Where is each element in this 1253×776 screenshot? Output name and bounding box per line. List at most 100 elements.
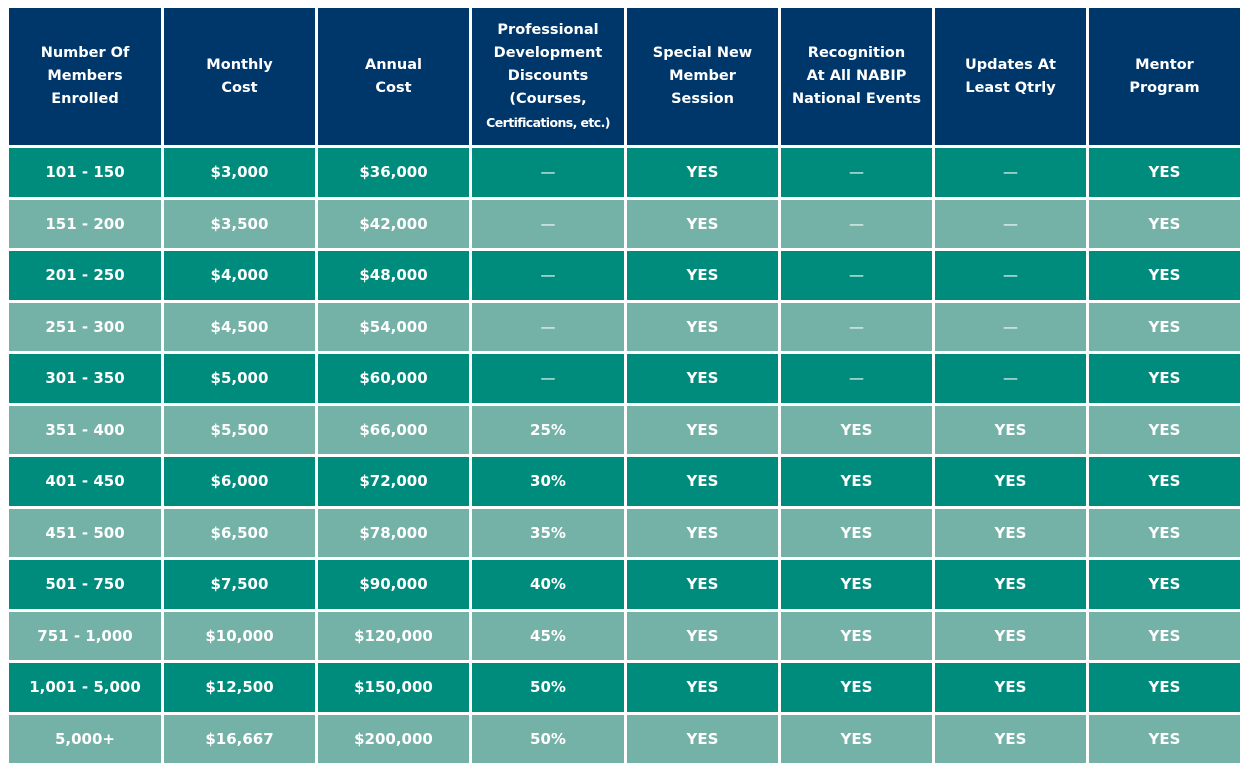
cell-professional-development: 50%: [472, 663, 624, 712]
cell-annual-cost: $42,000: [318, 199, 469, 248]
header-members-enrolled: Number Of Members Enrolled: [9, 8, 161, 145]
header-label: Recognition At All NABIP National Events: [792, 45, 921, 107]
cell-special-new-member-session: YES: [627, 199, 778, 248]
cell-updates: YES: [935, 663, 1086, 712]
cell-recognition: —: [781, 302, 932, 351]
table-row: 301 - 350 $5,000 $60,000— YES — — YES: [9, 354, 1240, 403]
cell-recognition: YES: [781, 663, 932, 712]
cell-professional-development: —: [472, 302, 624, 351]
header-label: Special New Member Session: [652, 45, 753, 107]
cell-annual-cost: $72,000: [318, 457, 469, 506]
cell-updates: YES: [935, 611, 1086, 660]
cell-special-new-member-session: YES: [627, 714, 778, 763]
cell-monthly-cost: $5,000: [164, 354, 315, 403]
cell-annual-cost: $200,000: [318, 714, 469, 763]
cell-monthly-cost: $4,000: [164, 251, 315, 300]
header-mentor-program: Mentor Program: [1089, 8, 1240, 145]
cell-special-new-member-session: YES: [627, 560, 778, 609]
cell-professional-development: 45%: [472, 611, 624, 660]
cell-monthly-cost: $4,500: [164, 302, 315, 351]
table-row: 5,000+ $16,667 $200,000 50% YES YES YES YES: [9, 714, 1240, 763]
cell-special-new-member-session: YES: [627, 457, 778, 506]
cell-mentor-program: YES: [1089, 199, 1240, 248]
table-row: 401 - 450 $6,000 $72,000 30% YES YES YES YES: [9, 457, 1240, 506]
cell-annual-cost: $150,000: [318, 663, 469, 712]
cell-recognition: —: [781, 251, 932, 300]
cell-special-new-member-session: YES: [627, 354, 778, 403]
cell-updates: —: [935, 199, 1086, 248]
cell-monthly-cost: $6,500: [164, 508, 315, 557]
cell-recognition: —: [781, 354, 932, 403]
cell-monthly-cost: $3,500: [164, 199, 315, 248]
cell-special-new-member-session: YES: [627, 302, 778, 351]
cell-monthly-cost: $7,500: [164, 560, 315, 609]
cell-annual-cost: $66,000: [318, 405, 469, 454]
cell-updates: —: [935, 302, 1086, 351]
cell-updates: YES: [935, 560, 1086, 609]
cell-professional-development: 35%: [472, 508, 624, 557]
cell-professional-development: 30%: [472, 457, 624, 506]
table-row: 251 - 300 $4,500 $54,000— YES — — YES: [9, 302, 1240, 351]
cell-annual-cost: $54,000: [318, 302, 469, 351]
cell-mentor-program: YES: [1089, 354, 1240, 403]
cell-professional-development: 50%: [472, 714, 624, 763]
table-row: 451 - 500 $6,500 $78,000 35% YES YES YES YES: [9, 508, 1240, 557]
header-annual-cost: Annual Cost: [318, 8, 469, 145]
cell-monthly-cost: $3,000: [164, 148, 315, 197]
pricing-table: Number Of Members Enrolled Monthly Cost Ann…: [6, 5, 1243, 766]
cell-special-new-member-session: YES: [627, 508, 778, 557]
cell-updates: —: [935, 354, 1086, 403]
cell-recognition: YES: [781, 611, 932, 660]
table-row: 351 - 400 $5,500 $66,000 25% YES YES YES YES: [9, 405, 1240, 454]
cell-mentor-program: YES: [1089, 611, 1240, 660]
cell-special-new-member-session: YES: [627, 611, 778, 660]
cell-annual-cost: $120,000: [318, 611, 469, 660]
cell-recognition: —: [781, 199, 932, 248]
header-professional-development: Professional Development Discounts (Courses…: [472, 8, 624, 145]
cell-professional-development: —: [472, 251, 624, 300]
header-label: Professional Development Discounts (Courses…: [486, 21, 610, 130]
cell-annual-cost: $90,000: [318, 560, 469, 609]
cell-professional-development: —: [472, 354, 624, 403]
cell-mentor-program: YES: [1089, 663, 1240, 712]
cell-special-new-member-session: YES: [627, 663, 778, 712]
cell-mentor-program: YES: [1089, 148, 1240, 197]
header-monthly-cost: Monthly Cost: [164, 8, 315, 145]
cell-annual-cost: $60,000: [318, 354, 469, 403]
cell-recognition: YES: [781, 508, 932, 557]
cell-professional-development: —: [472, 199, 624, 248]
cell-mentor-program: YES: [1089, 302, 1240, 351]
header-special-new-member-session: Special New Member Session: [627, 8, 778, 145]
cell-updates: YES: [935, 508, 1086, 557]
table-row: 1,001 - 5,000 $12,500 $150,000 50% YES YES YES…: [9, 663, 1240, 712]
cell-mentor-program: YES: [1089, 457, 1240, 506]
cell-special-new-member-session: YES: [627, 251, 778, 300]
cell-annual-cost: $36,000: [318, 148, 469, 197]
cell-updates: YES: [935, 405, 1086, 454]
cell-members-enrolled: 401 - 450: [9, 457, 161, 506]
cell-updates: —: [935, 251, 1086, 300]
header-label: Updates At Least Qtrly: [965, 56, 1056, 96]
cell-updates: —: [935, 148, 1086, 197]
cell-professional-development: 25%: [472, 405, 624, 454]
cell-members-enrolled: 1,001 - 5,000: [9, 663, 161, 712]
header-label: Monthly Cost: [206, 56, 273, 96]
cell-updates: YES: [935, 457, 1086, 506]
cell-monthly-cost: $6,000: [164, 457, 315, 506]
cell-members-enrolled: 501 - 750: [9, 560, 161, 609]
table-row: 751 - 1,000 $10,000 $120,000 45% YES YES YES YE…: [9, 611, 1240, 660]
cell-mentor-program: YES: [1089, 714, 1240, 763]
table-row: 201 - 250 $4,000 $48,000— YES — — YES: [9, 251, 1240, 300]
header-row: Number Of Members Enrolled Monthly Cost Ann…: [9, 8, 1240, 145]
cell-special-new-member-session: YES: [627, 405, 778, 454]
cell-professional-development: —: [472, 148, 624, 197]
cell-recognition: YES: [781, 405, 932, 454]
header-label: Number Of Members Enrolled: [40, 45, 130, 107]
cell-special-new-member-session: YES: [627, 148, 778, 197]
cell-mentor-program: YES: [1089, 508, 1240, 557]
cell-monthly-cost: $12,500: [164, 663, 315, 712]
cell-mentor-program: YES: [1089, 405, 1240, 454]
cell-professional-development: 40%: [472, 560, 624, 609]
cell-members-enrolled: 151 - 200: [9, 199, 161, 248]
cell-recognition: YES: [781, 714, 932, 763]
